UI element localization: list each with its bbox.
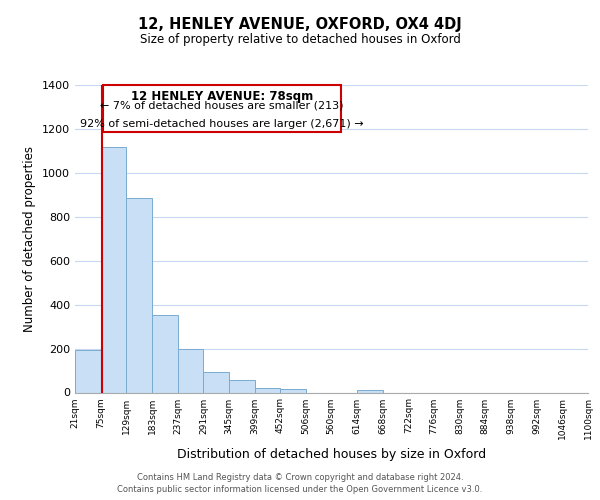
Bar <box>203 372 229 392</box>
Text: Size of property relative to detached houses in Oxford: Size of property relative to detached ho… <box>140 32 460 46</box>
Bar <box>152 315 178 392</box>
Text: 92% of semi-detached houses are larger (2,671) →: 92% of semi-detached houses are larger (… <box>80 119 364 129</box>
Bar <box>229 380 255 392</box>
Text: 12 HENLEY AVENUE: 78sqm: 12 HENLEY AVENUE: 78sqm <box>131 90 313 102</box>
FancyBboxPatch shape <box>103 85 341 132</box>
Bar <box>255 388 280 392</box>
Bar <box>101 146 127 392</box>
Text: Contains HM Land Registry data © Crown copyright and database right 2024.: Contains HM Land Registry data © Crown c… <box>137 472 463 482</box>
X-axis label: Distribution of detached houses by size in Oxford: Distribution of detached houses by size … <box>177 448 486 461</box>
Bar <box>178 350 203 393</box>
Y-axis label: Number of detached properties: Number of detached properties <box>23 146 37 332</box>
Bar <box>75 350 101 393</box>
Bar <box>357 390 383 392</box>
Text: 12, HENLEY AVENUE, OXFORD, OX4 4DJ: 12, HENLEY AVENUE, OXFORD, OX4 4DJ <box>138 18 462 32</box>
Text: Contains public sector information licensed under the Open Government Licence v3: Contains public sector information licen… <box>118 485 482 494</box>
Bar <box>280 388 305 392</box>
Bar <box>127 198 152 392</box>
Text: ← 7% of detached houses are smaller (213): ← 7% of detached houses are smaller (213… <box>100 100 344 110</box>
